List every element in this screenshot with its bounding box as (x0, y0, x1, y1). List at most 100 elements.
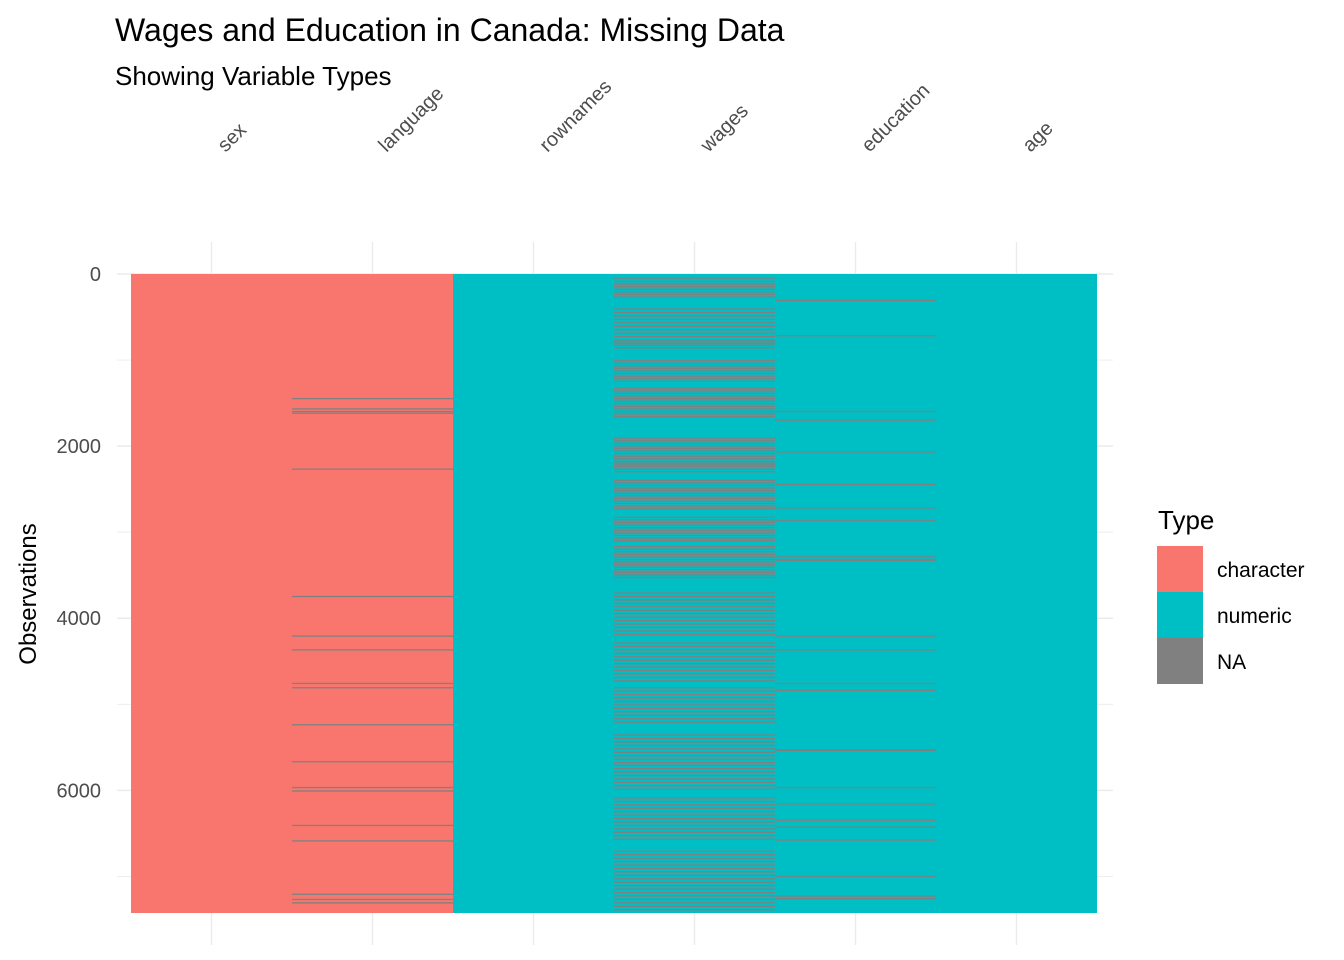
x-axis-label-education: education (857, 80, 934, 157)
x-axis-label-sex: sex (213, 119, 251, 157)
missing-wages (614, 453, 775, 455)
missing-wages (614, 871, 775, 873)
missing-wages (614, 693, 775, 696)
missing-language (292, 786, 453, 789)
missing-education (775, 556, 936, 558)
missing-wages (614, 902, 775, 904)
missing-wages (614, 642, 775, 644)
missing-education (775, 559, 936, 562)
missing-wages (614, 864, 775, 866)
missing-wages (614, 367, 775, 370)
missing-wages (614, 375, 775, 377)
missing-wages (614, 416, 775, 418)
missing-wages (614, 347, 775, 349)
missing-wages (614, 595, 775, 598)
missing-wages (614, 516, 775, 518)
missing-wages (614, 495, 775, 497)
missing-wages (614, 545, 775, 548)
missing-wages (614, 558, 775, 561)
missing-wages (614, 778, 775, 780)
missing-wages (614, 718, 775, 720)
missing-wages (614, 751, 775, 753)
missing-wages (614, 616, 775, 618)
missing-wages (614, 711, 775, 713)
missing-language (292, 408, 453, 410)
missing-wages (614, 378, 775, 380)
missing-wages (614, 687, 775, 689)
column-education (775, 274, 936, 913)
missing-wages (614, 280, 775, 283)
missing-education (775, 558, 936, 561)
missing-wages (614, 764, 775, 766)
missing-wages (614, 325, 775, 327)
missing-wages (614, 895, 775, 897)
missing-wages (614, 342, 775, 345)
missing-wages (614, 450, 775, 452)
missing-wages (614, 797, 775, 799)
missing-wages (614, 397, 775, 400)
missing-wages (614, 659, 775, 661)
missing-wages (614, 804, 775, 806)
missing-wages (614, 471, 775, 473)
missing-wages (614, 857, 775, 859)
missing-wages (614, 390, 775, 392)
missing-language (292, 682, 453, 685)
missing-wages (614, 831, 775, 833)
missing-wages (614, 487, 775, 489)
missing-wages (614, 662, 775, 665)
missing-wages (614, 532, 775, 534)
missing-wages (614, 556, 775, 558)
missing-wages (614, 286, 775, 288)
legend-key-numeric (1157, 592, 1203, 638)
missing-wages (614, 372, 775, 375)
missing-language (292, 724, 453, 726)
missing-wages (614, 814, 775, 816)
missing-wages (614, 482, 775, 484)
missing-wages (614, 811, 775, 813)
missing-education (775, 520, 936, 522)
column-sex (131, 274, 292, 913)
missing-wages (614, 553, 775, 555)
missing-language (292, 761, 453, 763)
missing-wages (614, 838, 775, 840)
missing-wages (614, 697, 775, 699)
missing-education (775, 895, 936, 897)
missing-education (775, 507, 936, 509)
missing-wages (614, 821, 775, 823)
missing-wages (614, 860, 775, 863)
missing-wages (614, 649, 775, 651)
missing-wages (614, 835, 775, 837)
missing-wages (614, 308, 775, 310)
missing-language (292, 412, 453, 414)
missing-wages (614, 874, 775, 877)
missing-wages (614, 442, 775, 444)
legend-key-character (1157, 546, 1203, 592)
missing-wages (614, 673, 775, 675)
missing-wages (614, 339, 775, 341)
missing-wages (614, 850, 775, 852)
missing-education (775, 299, 936, 302)
missing-wages (614, 626, 775, 629)
missing-education (775, 803, 936, 805)
missing-language (292, 649, 453, 651)
x-axis-label-language: language (374, 83, 448, 157)
legend-key-NA (1157, 638, 1203, 684)
missing-wages (614, 293, 775, 296)
missing-wages (614, 690, 775, 692)
missing-wages (614, 344, 775, 346)
missing-wages (614, 291, 775, 293)
missing-wages (614, 387, 775, 389)
missing-wages (614, 734, 775, 736)
missing-language (292, 898, 453, 901)
missing-wages (614, 508, 775, 510)
legend-label-character: character (1217, 559, 1305, 582)
missing-wages (614, 707, 775, 710)
legend: Type character numeric NA (1157, 505, 1305, 684)
missing-wages (614, 403, 775, 405)
missing-wages (614, 315, 775, 317)
missing-wages (614, 576, 775, 579)
missing-education (775, 875, 936, 877)
missing-wages (614, 521, 775, 524)
x-axis-label-rownames: rownames (535, 76, 616, 157)
